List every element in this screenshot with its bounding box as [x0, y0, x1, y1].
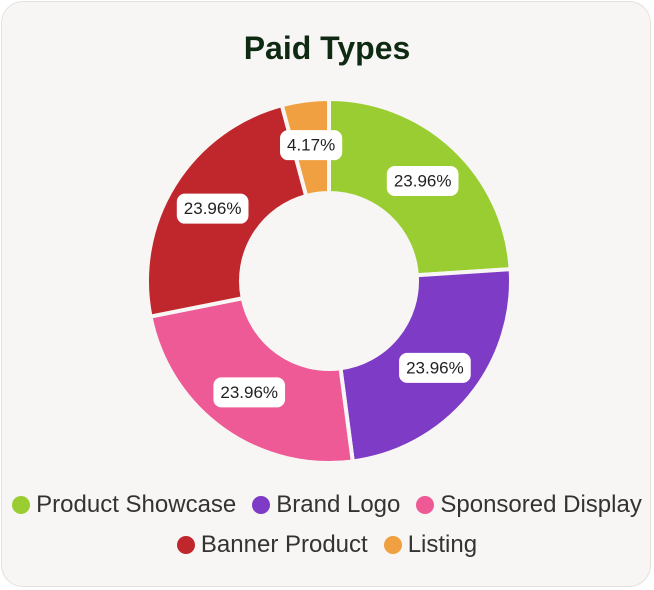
data-label-bg [176, 193, 249, 224]
data-label-text: 23.96% [184, 199, 242, 218]
legend-swatch [383, 536, 402, 554]
legend-item: Listing [383, 530, 478, 560]
data-label-bg [280, 130, 343, 161]
data-label-bg [399, 352, 471, 383]
legend-item: Banner Product [176, 530, 368, 560]
data-label: 23.96% [399, 352, 471, 383]
data-label-bg [213, 377, 286, 408]
legend-item: Product Showcase [12, 490, 236, 520]
legend-swatch [416, 496, 435, 514]
chart: 23.96% 23.96% 23.96% 23.96% 4.17% [145, 96, 513, 465]
data-label-text: 23.96% [394, 171, 452, 190]
data-label-bg [386, 166, 459, 197]
legend: Product Showcase Brand Logo Sponsored Disp… [12, 490, 642, 560]
chart-title: Paid Types [243, 30, 411, 66]
legend-label: Brand Logo [276, 491, 401, 518]
legend-item: Sponsored Display [416, 490, 642, 520]
legend-label: Sponsored Display [440, 491, 642, 518]
legend-item: Brand Logo [252, 490, 400, 520]
legend-swatch [252, 496, 271, 514]
data-label: 23.96% [213, 377, 286, 408]
legend-label: Product Showcase [36, 491, 237, 518]
legend-label: Banner Product [200, 531, 368, 558]
data-label: 4.17% [280, 130, 343, 161]
legend-swatch [12, 496, 31, 514]
data-label-text: 4.17% [287, 136, 335, 155]
data-label: 23.96% [176, 193, 249, 224]
data-label: 23.96% [386, 166, 459, 197]
data-label-text: 23.96% [220, 383, 278, 402]
data-label-text: 23.96% [406, 358, 464, 377]
legend-label: Listing [407, 531, 478, 558]
legend-swatch [176, 536, 195, 554]
